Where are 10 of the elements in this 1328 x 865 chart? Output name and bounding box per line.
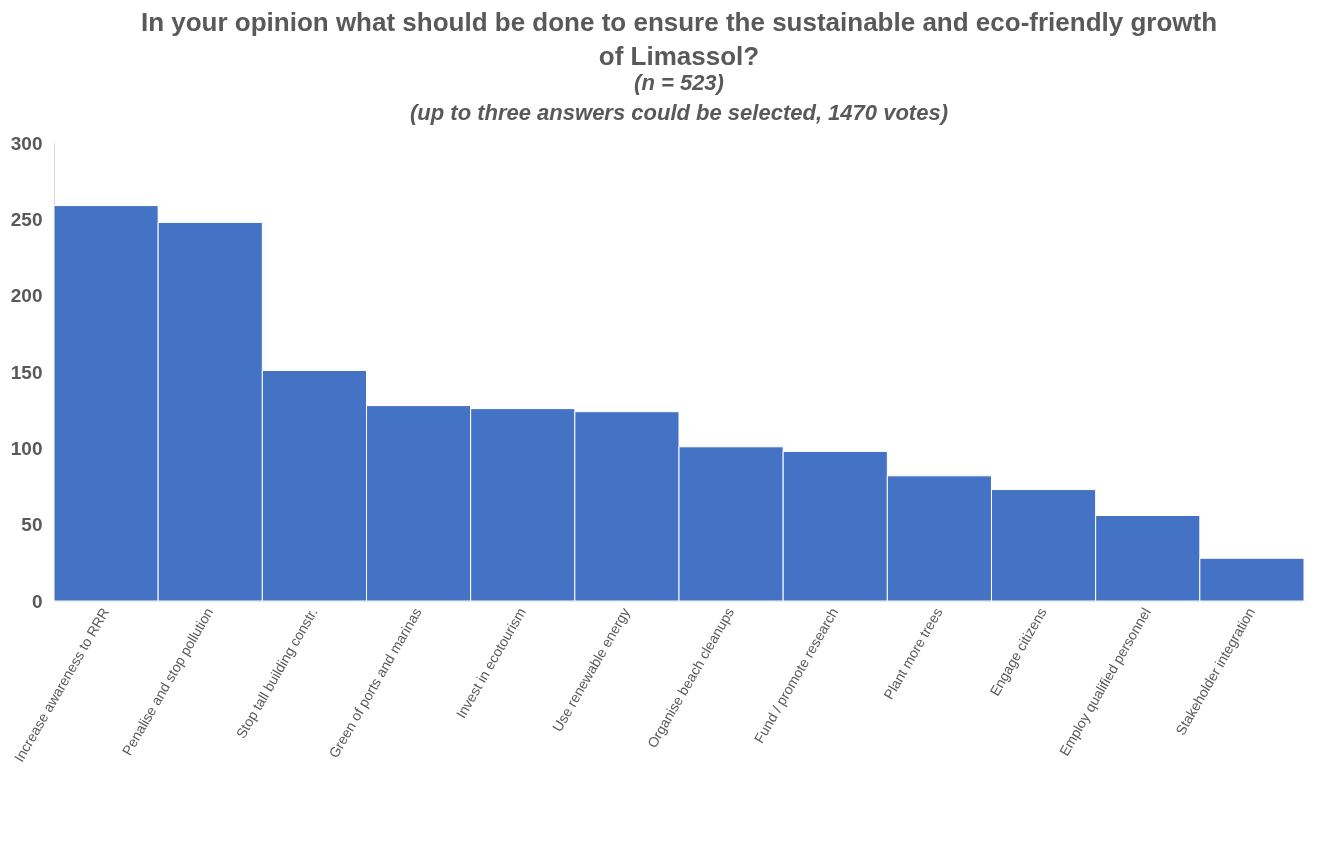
y-tick-label: 0 <box>31 590 43 612</box>
chart-subtitle: (n = 523) <box>634 70 724 95</box>
chart-title: In your opinion what should be done to ensure the sustainable and eco-friendly growth of Limassol? <box>140 7 1218 71</box>
y-tick-label: 50 <box>21 514 43 536</box>
y-tick-label: 250 <box>10 208 43 230</box>
y-tick-label: 150 <box>10 361 43 383</box>
text: (up to three answers could be selected, 1470 votes) <box>410 100 948 125</box>
y-tick-label: 200 <box>10 285 43 307</box>
y-tick-label: 100 <box>10 437 43 459</box>
y-tick-label: 300 <box>10 132 43 154</box>
